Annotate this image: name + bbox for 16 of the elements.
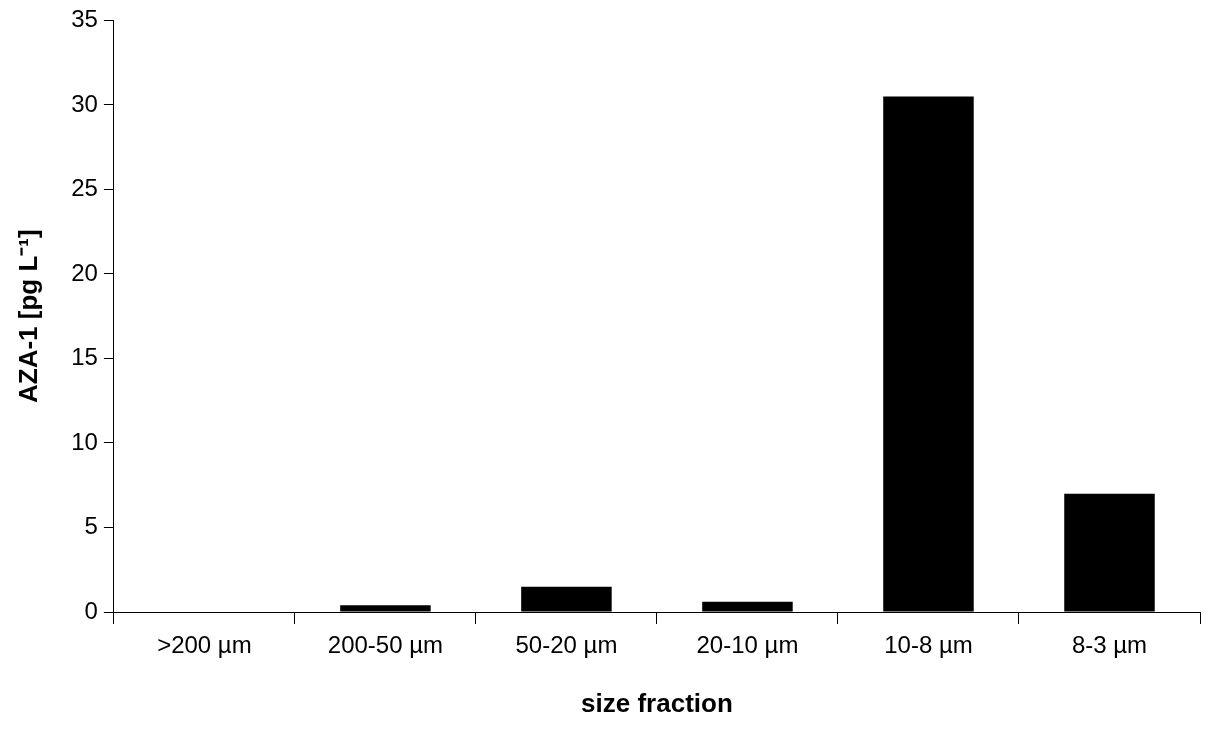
x-tick-label: 50-20 µm bbox=[515, 631, 618, 659]
x-axis-title: size fraction bbox=[581, 687, 733, 718]
y-tick-label: 15 bbox=[71, 343, 98, 371]
x-tick-label: 10-8 µm bbox=[884, 631, 973, 659]
y-tick-label: 10 bbox=[71, 427, 98, 455]
y-axis-title: AZA-1 [pg L⁻¹] bbox=[12, 229, 43, 404]
y-tick-label: 35 bbox=[71, 5, 98, 33]
x-tick-label: 200-50 µm bbox=[327, 631, 444, 659]
y-tick-label: 25 bbox=[71, 174, 98, 202]
x-tick-label: >200 µm bbox=[157, 631, 252, 659]
y-tick-label: 0 bbox=[84, 596, 98, 624]
y-tick-label: 30 bbox=[71, 89, 98, 117]
y-tick-label: 5 bbox=[84, 512, 98, 540]
y-tick-label: 20 bbox=[71, 258, 98, 286]
x-tick-label: 8-3 µm bbox=[1071, 631, 1148, 659]
x-tick-label: 20-10 µm bbox=[696, 631, 799, 659]
